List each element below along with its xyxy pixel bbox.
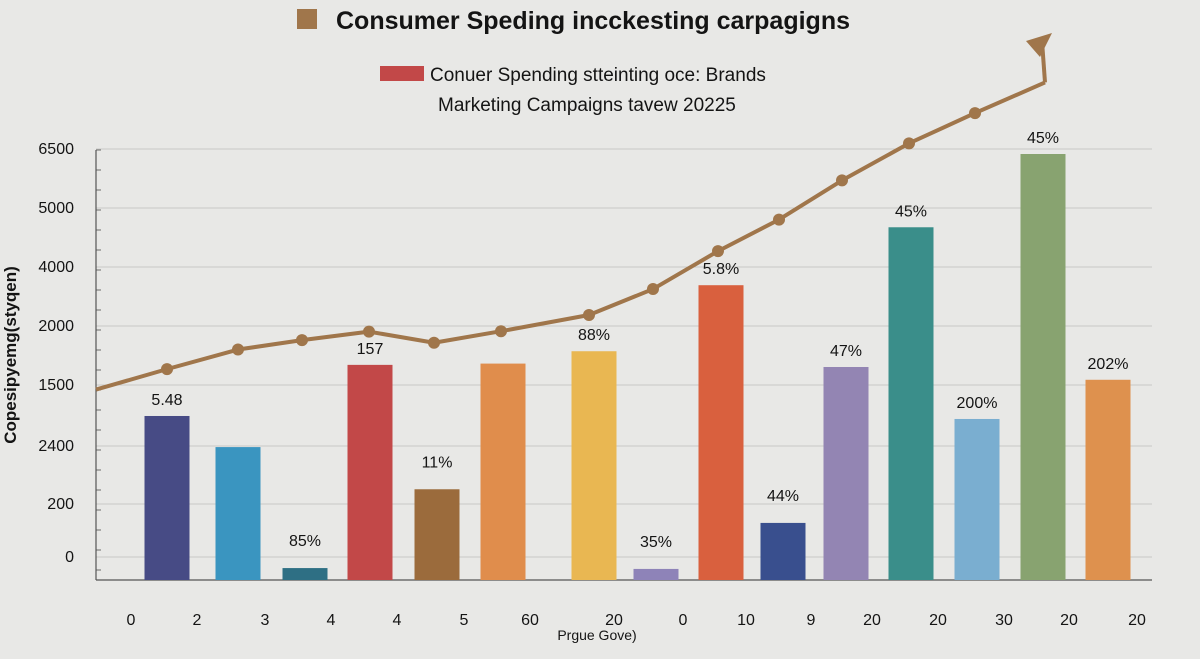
y-tick-label: 0 — [65, 549, 74, 566]
y-tick-label: 200 — [47, 496, 74, 513]
bar-data-label: 157 — [357, 341, 384, 358]
bar-data-label: 200% — [957, 395, 998, 412]
x-tick-label: 60 — [521, 612, 539, 629]
x-tick-label: 4 — [393, 612, 402, 629]
trend-point — [836, 174, 848, 187]
bar — [282, 568, 328, 580]
gridlines — [96, 148, 1152, 558]
bar-data-label: 44% — [767, 488, 799, 505]
y-axis-label: Copesipyemg(styqen) — [1, 266, 20, 444]
y-tick-label: 4000 — [38, 259, 74, 276]
title-marker — [297, 9, 317, 29]
bar-data-label: 11% — [422, 454, 453, 471]
bar — [571, 351, 617, 580]
trend-point — [161, 363, 173, 376]
bar — [1085, 379, 1131, 580]
bar-data-label: 202% — [1088, 356, 1129, 373]
bar — [633, 568, 679, 580]
y-tick-label: 2000 — [38, 318, 74, 335]
bar-data-label: 85% — [289, 533, 321, 550]
trend-point — [903, 137, 915, 150]
x-tick-labels: 0 2 3 4 4 5 60 20 0 10 9 20 20 30 20 20 — [127, 612, 1146, 629]
x-tick-label: 20 — [929, 612, 947, 629]
bar — [144, 415, 190, 580]
chart-subtitle-2: Marketing Campaigns tavew 20225 — [438, 95, 736, 116]
x-tick-label: 5 — [460, 612, 469, 629]
trend-point — [773, 213, 785, 226]
trend-point — [495, 325, 507, 338]
y-tick-label: 1500 — [38, 377, 74, 394]
x-tick-label: 0 — [679, 612, 688, 629]
x-tick-label: 20 — [1060, 612, 1078, 629]
x-tick-label: 30 — [995, 612, 1013, 629]
x-tick-label: 0 — [127, 612, 136, 629]
bar-data-label: 5.48 — [151, 392, 182, 409]
bar — [347, 364, 393, 580]
trend-point — [647, 283, 659, 296]
trend-line — [95, 33, 1052, 392]
x-tick-label: 20 — [863, 612, 881, 629]
chart-title: Consumer Speding incckesting carpagigns — [336, 7, 850, 35]
x-tick-label: 4 — [327, 612, 336, 629]
x-tick-label: 20 — [605, 612, 623, 629]
x-tick-label: 9 — [807, 612, 816, 629]
trend-point — [363, 325, 375, 338]
bar — [760, 522, 806, 580]
bar-data-label: 5.8% — [703, 261, 739, 278]
x-tick-label: 10 — [737, 612, 755, 629]
y-tick-label: 5000 — [38, 200, 74, 217]
bars — [144, 154, 1131, 580]
bar — [1020, 154, 1066, 580]
trend-point — [969, 107, 981, 120]
chart-subtitle-1: Conuer Spending stteinting oce: Brands — [430, 65, 766, 86]
x-axis-label: Prgue Gove) — [557, 627, 636, 643]
bar — [414, 489, 460, 580]
trend-point — [583, 309, 595, 322]
x-tick-label: 20 — [1128, 612, 1146, 629]
y-tick-label: 2400 — [38, 438, 74, 455]
x-tick-label: 2 — [193, 612, 202, 629]
bar — [215, 447, 261, 580]
bar-data-label: 88% — [578, 327, 610, 344]
bar-data-label: 35% — [640, 534, 672, 551]
trend-point — [712, 245, 724, 258]
data-labels: 5.48 85% 157 11% 88% 35% 5.8% 44% 47% 45% 200% 45% 2… — [151, 130, 1128, 551]
bar — [698, 285, 744, 580]
bar — [888, 227, 934, 580]
y-tick-label: 6500 — [38, 141, 74, 158]
trend-point — [428, 336, 440, 349]
bar — [823, 367, 869, 580]
x-tick-label: 3 — [261, 612, 270, 629]
bar-data-label: 45% — [1027, 130, 1059, 147]
trend-arrowhead — [1026, 33, 1052, 58]
bar — [954, 418, 1000, 580]
subtitle-marker — [380, 66, 424, 81]
bar-data-label: 45% — [895, 203, 927, 220]
trend-point — [296, 334, 308, 347]
bar — [480, 363, 526, 580]
bar-data-label: 47% — [830, 343, 862, 360]
trend-point — [232, 343, 244, 356]
